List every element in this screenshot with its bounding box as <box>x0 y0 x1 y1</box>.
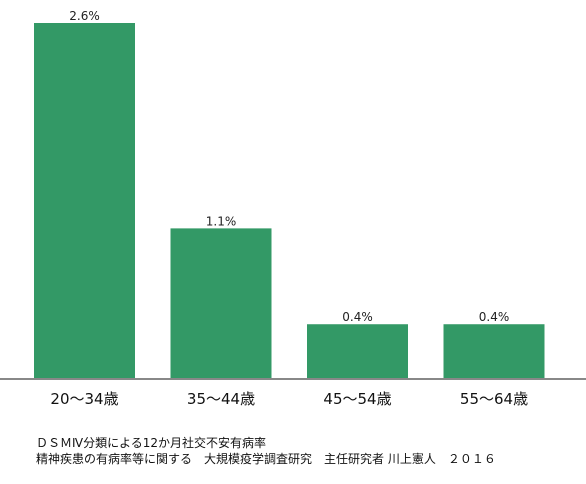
data-label-1: 2.6% <box>69 9 100 23</box>
data-label-3: 0.4% <box>342 310 373 324</box>
source-note-citation: 精神疾患の有病率等に関する 大規模疫学調査研究 主任研究者 川上憲人 ２０１６ <box>36 452 496 466</box>
bars-group <box>34 23 545 379</box>
category-label-2: 35～44歳 <box>187 390 255 408</box>
bar-3 <box>307 324 408 379</box>
source-note-title: ＤＳＭⅣ分類による12か月社交不安有病率 <box>36 436 266 450</box>
data-label-4: 0.4% <box>479 310 510 324</box>
category-label-1: 20～34歳 <box>50 390 118 408</box>
category-label-4: 55～64歳 <box>460 390 528 408</box>
category-labels-group: 20～34歳 35～44歳 45～54歳 55～64歳 <box>50 390 528 408</box>
bar-1 <box>34 23 135 379</box>
bar-2 <box>170 228 272 379</box>
bar-4 <box>443 324 545 379</box>
category-label-3: 45～54歳 <box>323 390 391 408</box>
data-labels-group: 2.6% 1.1% 0.4% 0.4% <box>69 9 509 324</box>
data-label-2: 1.1% <box>206 214 237 228</box>
